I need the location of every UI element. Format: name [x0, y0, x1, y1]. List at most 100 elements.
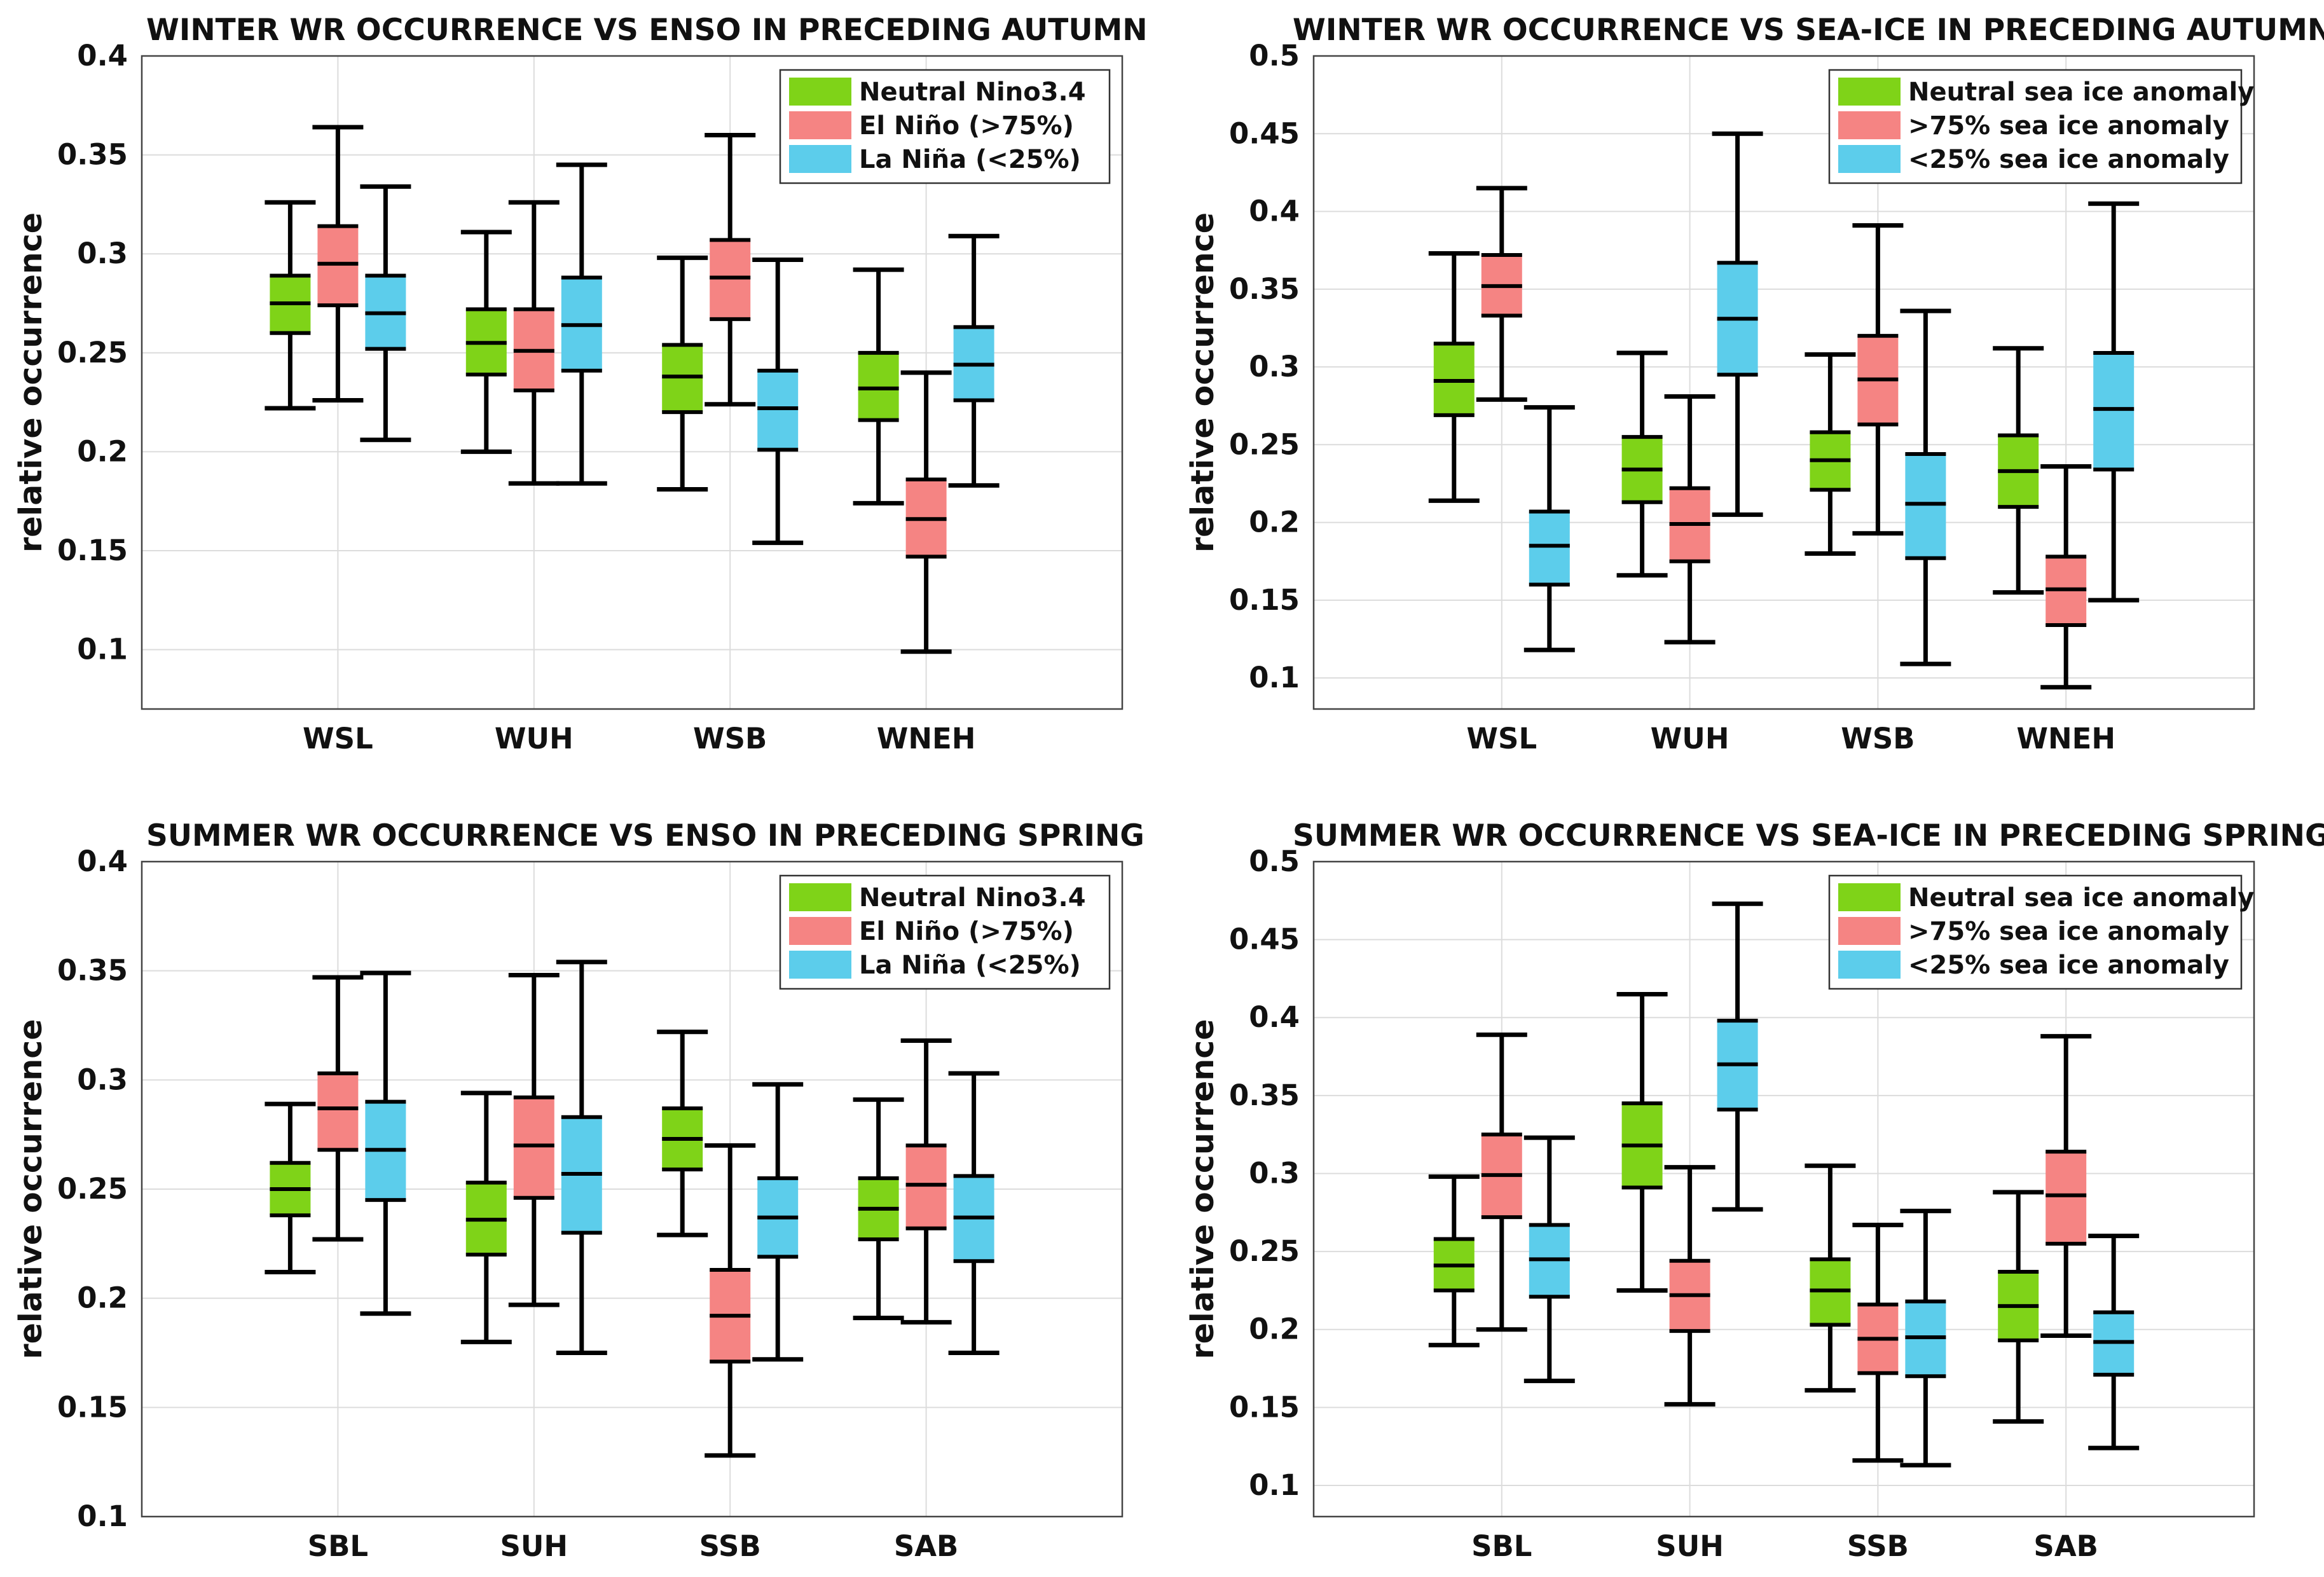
box-iqr	[317, 1073, 359, 1150]
box-wsl	[1476, 186, 1527, 402]
box-wsb	[1852, 223, 1904, 536]
legend-label: Neutral Nino3.4	[859, 78, 1086, 107]
legend-swatch	[1838, 883, 1901, 911]
box-sbl	[312, 975, 364, 1242]
box-suh	[1712, 901, 1763, 1212]
series-2	[1476, 186, 2092, 690]
x-tick-labels: SBL SUH SSB SAB	[1471, 1529, 2098, 1563]
y-tick-label: 0.35	[1229, 1078, 1300, 1112]
box-wsb	[1805, 352, 1856, 556]
legend-swatch	[1838, 951, 1901, 979]
y-tick-label: 0.3	[77, 1063, 128, 1096]
y-tick-label: 0.5	[1249, 39, 1300, 72]
box-sbl	[1523, 1135, 1575, 1384]
y-tick-label: 0.25	[57, 336, 128, 369]
y-tick-label: 0.4	[1249, 1000, 1300, 1034]
y-tick-labels: 0.1 0.15 0.2 0.25 0.3 0.35 0.4	[57, 844, 128, 1533]
y-tick-label: 0.35	[57, 954, 128, 988]
y-tick-label: 0.45	[1229, 116, 1300, 150]
box-iqr	[2046, 1152, 2087, 1244]
box-ssb	[752, 1082, 804, 1362]
box-iqr	[513, 1097, 554, 1198]
box-wneh	[1993, 346, 2044, 595]
legend-label: El Niño (>75%)	[859, 917, 1074, 946]
box-wneh	[853, 267, 904, 506]
y-tick-label: 0.4	[1249, 195, 1300, 228]
series-3	[1523, 901, 2140, 1468]
box-sab	[2088, 1234, 2140, 1450]
y-tick-label: 0.2	[77, 434, 128, 468]
legend-swatch	[789, 145, 851, 173]
legend: Neutral Nino3.4 El Niño (>75%) La Niña (<2…	[779, 69, 1111, 184]
x-tick-labels: WSL WUH WSB WNEH	[303, 722, 975, 755]
y-tick-label: 0.15	[57, 534, 128, 567]
legend-label: La Niña (<25%)	[859, 951, 1081, 980]
legend-swatch	[789, 917, 851, 945]
legend-swatch	[1838, 78, 1901, 106]
legend-label: <25% sea ice anomaly	[1908, 951, 2229, 980]
legend-swatch	[1838, 917, 1901, 945]
box-sbl	[265, 1101, 316, 1274]
x-tick-label: WSL	[303, 722, 373, 755]
box-sab	[900, 1038, 952, 1325]
box-suh	[1616, 991, 1668, 1293]
legend-label: Neutral Nino3.4	[859, 883, 1086, 912]
box-wneh	[948, 233, 1000, 488]
legend: Neutral sea ice anomaly >75% sea ice anom…	[1828, 874, 2254, 990]
box-iqr	[757, 370, 799, 450]
legend-label: >75% sea ice anomaly	[1908, 111, 2229, 141]
x-tick-label: WSL	[1466, 722, 1537, 755]
box-wsl	[265, 200, 316, 411]
axes-box	[141, 55, 1124, 710]
chart-title: SUMMER WR OCCURRENCE VS ENSO IN PRECEDIN…	[146, 818, 1145, 853]
box-wuh	[460, 230, 512, 454]
box-ssb	[1805, 1163, 1856, 1393]
legend-swatch	[1838, 145, 1901, 173]
box-iqr	[710, 240, 751, 319]
y-tick-label: 0.2	[1249, 1312, 1300, 1346]
x-tick-label: WSB	[1841, 722, 1915, 755]
y-tick-label: 0.35	[1229, 272, 1300, 306]
axes-box	[1312, 860, 2255, 1518]
legend-swatch	[1838, 111, 1901, 139]
box-sbl	[1476, 1032, 1527, 1332]
series-3	[1523, 131, 2140, 666]
y-tick-label: 0.5	[1249, 844, 1300, 878]
box-ssb	[657, 1030, 708, 1237]
box-suh	[460, 1091, 512, 1344]
legend: Neutral Nino3.4 El Niño (>75%) La Niña (<2…	[779, 874, 1111, 990]
y-tick-labels: 0.1 0.15 0.2 0.25 0.3 0.35 0.4 0.45 0.5	[1229, 844, 1300, 1502]
series-3	[360, 162, 1000, 546]
box-wneh	[2040, 464, 2092, 690]
series-2	[1476, 1032, 2092, 1463]
legend: Neutral sea ice anomaly >75% sea ice anom…	[1828, 69, 2254, 184]
legend-label: >75% sea ice anomaly	[1908, 917, 2229, 946]
box-iqr	[317, 226, 359, 306]
box-iqr	[858, 352, 899, 420]
box-wuh	[556, 162, 607, 486]
y-tick-label: 0.45	[1229, 923, 1300, 956]
x-tick-label: SBL	[1471, 1529, 1532, 1563]
box-wneh	[2088, 201, 2140, 603]
y-axis-label: relative occurrence	[13, 1019, 49, 1359]
box-wuh	[1712, 131, 1763, 517]
legend-label: Neutral sea ice anomaly	[1908, 78, 2254, 107]
legend-label: El Niño (>75%)	[859, 111, 1074, 141]
y-axis-label: relative occurrence	[13, 212, 49, 553]
series-2	[312, 973, 952, 1458]
x-tick-label: WSB	[693, 722, 767, 755]
box-wsb	[752, 258, 804, 546]
y-tick-label: 0.3	[1249, 350, 1300, 383]
x-tick-label: SUH	[500, 1529, 568, 1563]
y-tick-label: 0.25	[1229, 427, 1300, 461]
x-tick-label: SSB	[1847, 1529, 1909, 1563]
box-sab	[853, 1097, 904, 1321]
y-tick-label: 0.4	[77, 844, 128, 878]
box-wsl	[312, 125, 364, 403]
box-sab	[948, 1071, 1000, 1355]
x-tick-label: SAB	[2033, 1529, 2098, 1563]
y-tick-label: 0.1	[77, 633, 128, 666]
box-sbl	[360, 970, 411, 1316]
y-tick-labels: 0.1 0.15 0.2 0.25 0.3 0.35 0.4	[57, 39, 128, 666]
series-3	[360, 960, 1000, 1362]
